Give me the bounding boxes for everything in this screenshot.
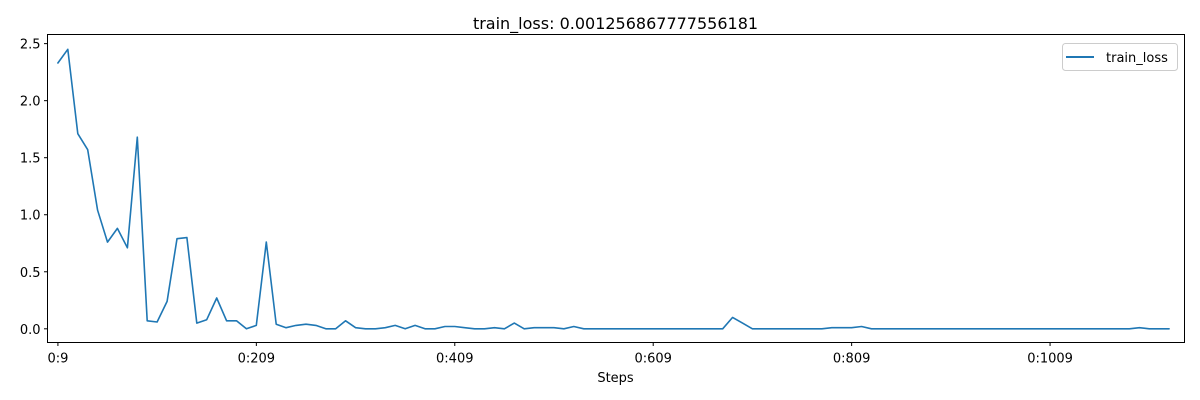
y-tick-label: 2.0 — [20, 95, 41, 110]
y-tick-label: 1.5 — [20, 152, 41, 167]
y-tick-label: 0.5 — [20, 266, 41, 281]
x-axis: 0:9 0:209 0:409 0:609 0:809 0:1009 — [47, 342, 1073, 367]
series-layer — [57, 48, 1170, 330]
x-tick-label: 0:809 — [833, 352, 870, 367]
x-tick-label: 0:409 — [436, 352, 473, 367]
chart-title: train_loss: 0.001256867777556181 — [473, 14, 758, 34]
plot-area-frame — [47, 34, 1185, 343]
y-tick-label: 1.0 — [20, 209, 41, 224]
x-tick-label: 0:1009 — [1027, 352, 1073, 367]
y-tick-label: 0.0 — [20, 323, 41, 338]
x-tick-label: 0:9 — [47, 352, 68, 367]
x-tick-label: 0:609 — [634, 352, 671, 367]
legend: train_loss — [1062, 43, 1178, 71]
legend-box — [1062, 43, 1178, 71]
x-tick-label: 0:209 — [238, 352, 275, 367]
y-axis: 0.0 0.5 1.0 1.5 2.0 2.5 — [20, 38, 48, 338]
x-axis-label: Steps — [597, 371, 634, 386]
legend-label-train-loss: train_loss — [1106, 51, 1168, 66]
series-line-train-loss — [57, 48, 1170, 330]
y-tick-label: 2.5 — [20, 38, 41, 53]
